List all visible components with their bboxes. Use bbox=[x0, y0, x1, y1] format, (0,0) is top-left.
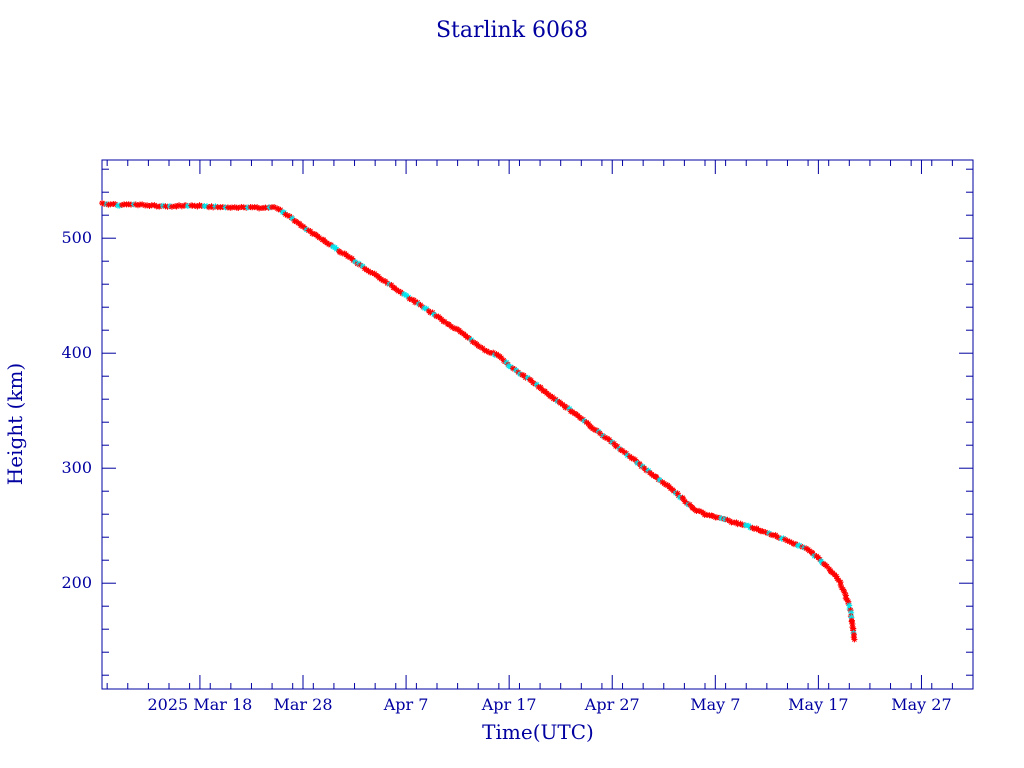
x-tick-label: Apr 7 bbox=[383, 695, 429, 714]
data-point bbox=[775, 534, 782, 541]
y-axis-label: Height (km) bbox=[3, 363, 27, 485]
x-tick-label: May 7 bbox=[690, 695, 740, 714]
x-tick-label: Mar 28 bbox=[273, 695, 332, 714]
y-tick-label: 500 bbox=[61, 228, 92, 247]
chart-title: Starlink 6068 bbox=[436, 18, 588, 43]
x-tick-label: 2025 Mar 18 bbox=[148, 695, 253, 714]
x-tick-label: May 27 bbox=[891, 695, 951, 714]
x-tick-label: Apr 27 bbox=[584, 695, 640, 714]
data-point bbox=[194, 203, 201, 210]
x-axis-label: Time(UTC) bbox=[482, 720, 594, 744]
x-tick-label: Apr 17 bbox=[481, 695, 537, 714]
y-tick-label: 200 bbox=[61, 573, 92, 592]
series-line bbox=[101, 203, 855, 640]
y-tick-label: 400 bbox=[61, 343, 92, 362]
y-tick-label: 300 bbox=[61, 458, 92, 477]
data-point bbox=[851, 636, 858, 643]
data-point bbox=[686, 501, 693, 508]
plot-frame bbox=[101, 159, 974, 690]
x-tick-label: May 17 bbox=[788, 695, 848, 714]
